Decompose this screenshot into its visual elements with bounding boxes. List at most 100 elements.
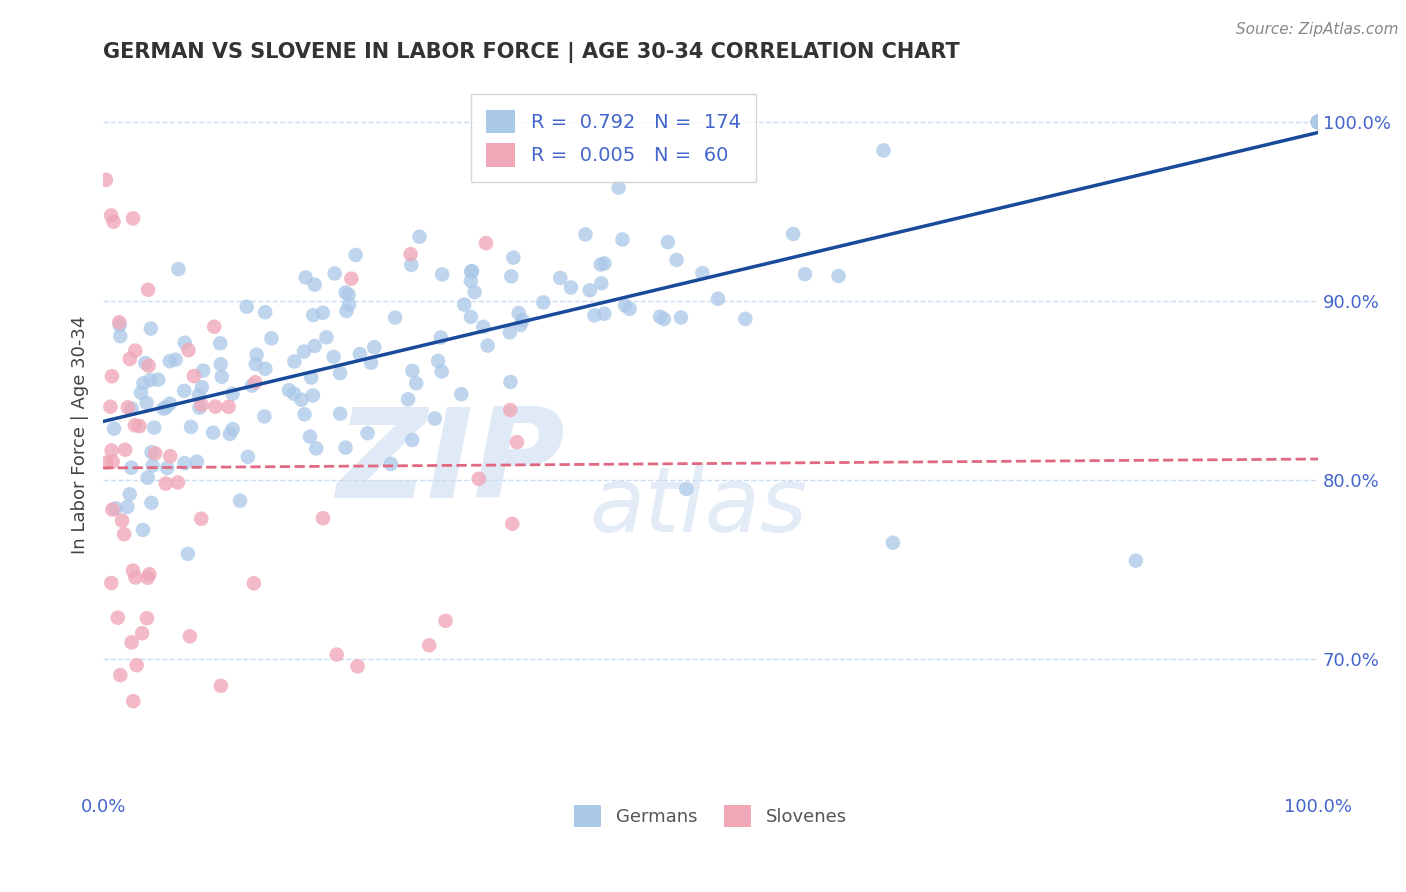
Point bbox=[177, 343, 200, 357]
Point bbox=[152, 401, 174, 416]
Point bbox=[499, 403, 522, 417]
Point bbox=[235, 300, 257, 314]
Point bbox=[139, 373, 162, 387]
Point bbox=[652, 312, 675, 326]
Point bbox=[1308, 115, 1330, 129]
Point bbox=[325, 648, 347, 662]
Point bbox=[1308, 115, 1330, 129]
Point bbox=[509, 318, 531, 332]
Point bbox=[117, 500, 139, 514]
Point bbox=[499, 375, 522, 389]
Point bbox=[165, 352, 187, 367]
Point bbox=[418, 638, 440, 652]
Point bbox=[323, 267, 346, 281]
Point bbox=[304, 339, 326, 353]
Point bbox=[132, 376, 155, 391]
Point bbox=[1308, 115, 1330, 129]
Point bbox=[344, 248, 367, 262]
Point bbox=[591, 277, 613, 291]
Point bbox=[1308, 115, 1330, 129]
Point bbox=[512, 313, 534, 327]
Point bbox=[202, 425, 225, 440]
Point bbox=[427, 354, 450, 368]
Point bbox=[100, 400, 122, 414]
Point bbox=[501, 516, 523, 531]
Point bbox=[202, 319, 225, 334]
Point bbox=[1308, 115, 1330, 129]
Point bbox=[100, 443, 122, 458]
Point bbox=[1125, 553, 1147, 567]
Point bbox=[669, 310, 692, 325]
Point bbox=[460, 310, 482, 324]
Point bbox=[104, 501, 127, 516]
Point bbox=[401, 364, 423, 378]
Point bbox=[589, 258, 612, 272]
Point bbox=[142, 458, 165, 473]
Point bbox=[1308, 115, 1330, 129]
Point bbox=[290, 392, 312, 407]
Point bbox=[141, 496, 163, 510]
Point bbox=[312, 511, 335, 525]
Text: ZIP: ZIP bbox=[336, 403, 565, 524]
Point bbox=[122, 211, 145, 226]
Point bbox=[253, 409, 276, 424]
Point bbox=[1308, 115, 1330, 129]
Point bbox=[401, 258, 423, 272]
Point bbox=[1308, 115, 1330, 129]
Point bbox=[143, 446, 166, 460]
Point bbox=[335, 304, 357, 318]
Point bbox=[692, 266, 714, 280]
Point bbox=[1308, 115, 1330, 129]
Point bbox=[560, 280, 582, 294]
Point bbox=[112, 527, 135, 541]
Point bbox=[236, 450, 259, 464]
Point bbox=[1308, 115, 1330, 129]
Point bbox=[191, 363, 214, 377]
Point bbox=[315, 330, 337, 344]
Point bbox=[110, 329, 132, 343]
Point bbox=[460, 264, 482, 278]
Point bbox=[159, 354, 181, 368]
Point bbox=[294, 270, 316, 285]
Point bbox=[111, 514, 134, 528]
Point bbox=[578, 283, 600, 297]
Y-axis label: In Labor Force | Age 30-34: In Labor Force | Age 30-34 bbox=[72, 316, 89, 555]
Point bbox=[211, 369, 233, 384]
Point bbox=[430, 364, 453, 378]
Point bbox=[405, 376, 427, 391]
Point bbox=[614, 298, 637, 312]
Point bbox=[657, 235, 679, 249]
Text: Source: ZipAtlas.com: Source: ZipAtlas.com bbox=[1236, 22, 1399, 37]
Point bbox=[114, 442, 136, 457]
Point bbox=[254, 361, 277, 376]
Point bbox=[277, 383, 299, 397]
Point bbox=[322, 350, 344, 364]
Point bbox=[648, 310, 671, 324]
Point bbox=[460, 274, 482, 288]
Point bbox=[1308, 115, 1330, 129]
Point bbox=[501, 269, 523, 284]
Point bbox=[118, 487, 141, 501]
Point bbox=[734, 311, 756, 326]
Point bbox=[384, 310, 406, 325]
Point bbox=[335, 441, 357, 455]
Point bbox=[173, 456, 195, 470]
Point bbox=[124, 418, 146, 433]
Point bbox=[128, 419, 150, 434]
Point bbox=[294, 407, 316, 421]
Point bbox=[430, 268, 453, 282]
Point bbox=[188, 401, 211, 415]
Point bbox=[1308, 115, 1330, 129]
Point bbox=[593, 307, 616, 321]
Point bbox=[1308, 115, 1330, 129]
Point bbox=[299, 370, 322, 384]
Point bbox=[159, 450, 181, 464]
Point bbox=[283, 386, 305, 401]
Point bbox=[305, 442, 328, 456]
Point bbox=[430, 330, 453, 344]
Point bbox=[607, 180, 630, 194]
Point bbox=[218, 400, 240, 414]
Point bbox=[101, 454, 124, 468]
Point bbox=[292, 344, 315, 359]
Point bbox=[346, 659, 368, 673]
